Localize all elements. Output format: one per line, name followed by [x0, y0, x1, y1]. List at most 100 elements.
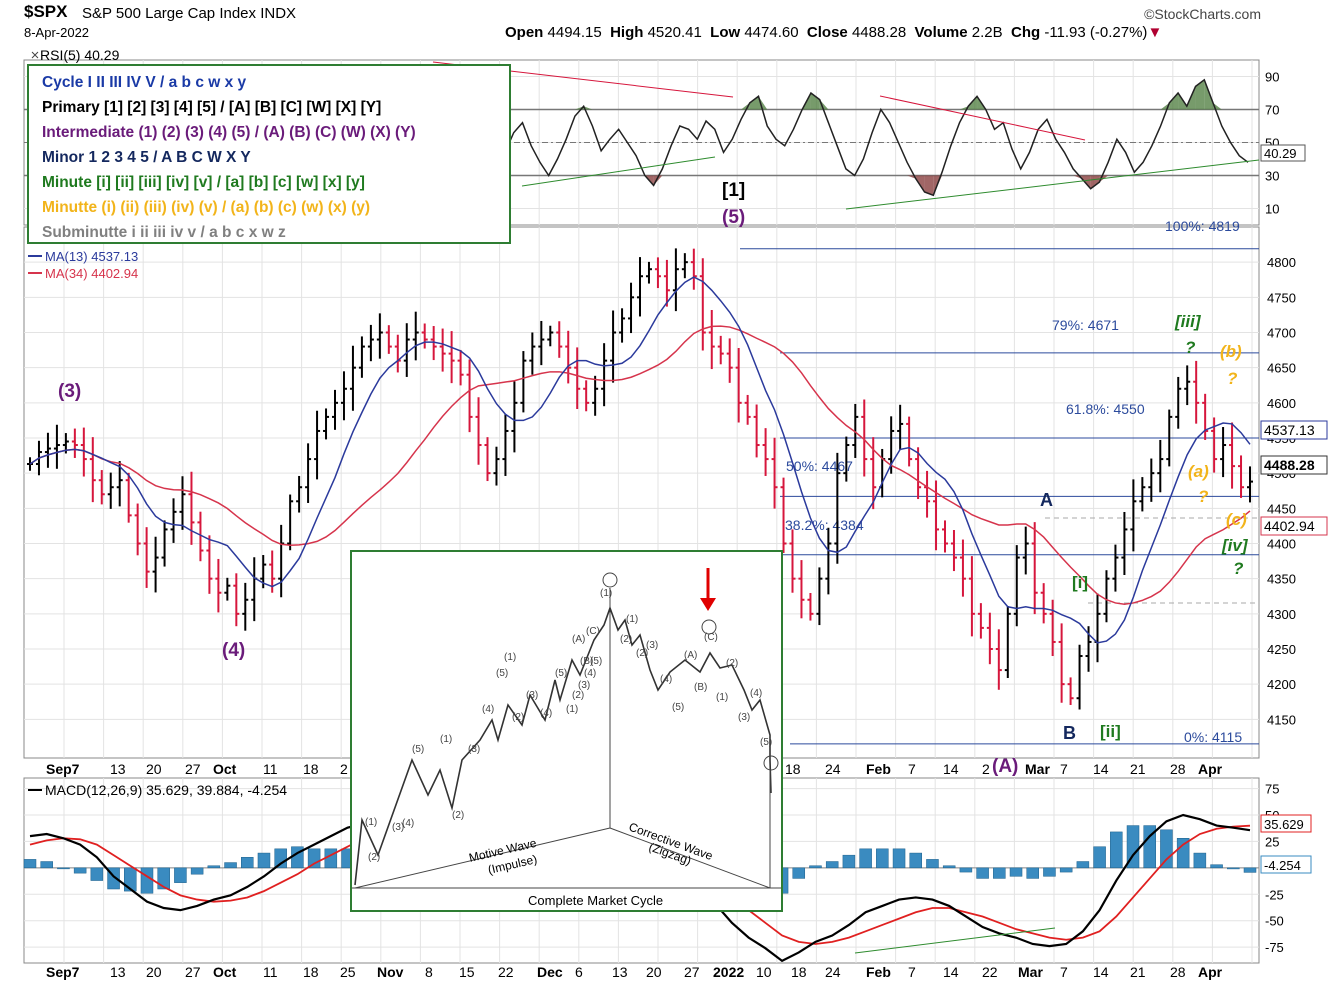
macd-histogram-bar	[809, 865, 822, 869]
price-bar	[367, 324, 374, 362]
macd-histogram-bar	[1110, 831, 1123, 869]
macd-x-tick-label: 21	[1130, 964, 1146, 980]
macd-x-tick-label: 24	[825, 964, 841, 980]
macd-histogram-bar	[124, 867, 137, 892]
rsi-tick-label: 70	[1265, 103, 1279, 118]
price-bar	[906, 416, 913, 467]
price-bar	[242, 582, 249, 631]
price-value-label: 4537.13	[1264, 422, 1315, 438]
price-bar	[897, 404, 904, 451]
legend-cycle: Cycle I II III IV V / a b c w x y	[42, 74, 247, 91]
price-bar	[1229, 422, 1236, 489]
price-bar	[197, 511, 204, 562]
price-bar	[601, 343, 608, 407]
price-bar	[583, 380, 590, 412]
macd-histogram-bar	[993, 867, 1006, 879]
macd-hist-value-label: -4.254	[1264, 858, 1301, 873]
price-bar	[520, 351, 527, 413]
wave-label: ?	[1233, 559, 1244, 578]
wave-label: A	[1040, 490, 1053, 510]
macd-x-tick-label: 28	[1170, 964, 1186, 980]
circled-b-icon	[701, 619, 717, 635]
macd-histogram-bar	[892, 848, 906, 869]
price-bar	[278, 524, 285, 598]
wave-label: (A)	[992, 756, 1018, 777]
macd-x-tick-label: 27	[185, 964, 201, 980]
wave-label: ?	[1227, 369, 1238, 388]
price-bar	[699, 258, 706, 351]
price-bar	[376, 313, 383, 359]
wave-degree-legend: Cycle I II III IV V / a b c w x y Primar…	[27, 64, 511, 244]
macd-x-tick-label: 18	[791, 964, 807, 980]
price-bar	[807, 593, 814, 621]
macd-x-tick-label: Dec	[537, 964, 563, 980]
price-value-box	[1260, 516, 1328, 536]
rsi-overbought-fill	[583, 106, 593, 110]
price-bar	[735, 347, 742, 423]
inset-wave-label: (2)	[726, 658, 738, 669]
price-bar	[834, 452, 841, 564]
price-bar	[1175, 376, 1182, 429]
price-bar	[340, 371, 347, 421]
fib-level-label: 0%: 4115	[1184, 729, 1242, 745]
price-bar	[1130, 479, 1137, 552]
price-bar	[672, 248, 679, 312]
rsi-oversold-fill	[907, 175, 916, 179]
price-bar	[1112, 544, 1119, 592]
macd-value-label: 35.629	[1264, 817, 1304, 832]
rsi-title: RSI(5) 40.29	[40, 47, 120, 63]
rsi-trendline-red	[879, 95, 1086, 141]
price-bar	[628, 282, 635, 334]
brand-label[interactable]: ©StockCharts.com	[1144, 6, 1261, 22]
macd-trendline-green	[854, 927, 1056, 954]
volume-value: 2.2B	[971, 24, 1003, 41]
price-x-tick-label: 7	[908, 761, 916, 777]
price-bar	[466, 359, 473, 433]
market-cycle-inset: (1)(2)(3)(4)(5)(1)(2)(3)(4)(5)(1)(2)(3)(…	[350, 550, 783, 912]
price-bar	[1166, 409, 1173, 467]
ma34-line	[29, 325, 1251, 605]
price-bar	[484, 437, 491, 482]
price-bar	[861, 399, 868, 477]
inset-wave-label: (4)	[750, 688, 762, 699]
close-label: Close	[806, 24, 848, 41]
macd-x-tick-label: 20	[146, 964, 162, 980]
inset-wave-label: (1)	[716, 692, 728, 703]
macd-value-box	[1260, 814, 1312, 833]
wave-label: (4)	[222, 640, 245, 661]
rsi-trendline-green	[845, 159, 1260, 210]
wave-label: (a)	[1188, 462, 1209, 481]
price-bar	[977, 603, 984, 639]
inset-wave-label: (4)	[402, 818, 414, 829]
rsi-tick-label: 90	[1265, 70, 1279, 85]
inset-wave-label: (1)	[626, 614, 638, 625]
price-bar	[610, 310, 617, 383]
price-bar	[762, 428, 769, 476]
price-bar	[1220, 427, 1227, 478]
price-bar	[1067, 677, 1074, 705]
legend-primary: Primary [1] [2] [3] [4] [5] / [A] [B] [C…	[42, 99, 382, 116]
price-tick-label: 4700	[1267, 325, 1296, 340]
price-bar	[439, 328, 446, 372]
rsi-tick-label: 30	[1265, 169, 1279, 184]
ma13-line	[29, 276, 1251, 644]
macd-histogram-bar	[23, 859, 37, 869]
price-bar	[323, 408, 330, 440]
price-value-box	[1260, 455, 1328, 475]
price-bar	[753, 404, 760, 458]
price-bar	[1193, 360, 1200, 424]
macd-histogram-bar	[825, 861, 839, 869]
circled-c-icon	[763, 755, 779, 771]
macd-histogram-bar	[1160, 829, 1173, 869]
macd-x-tick-label: Oct	[213, 964, 237, 980]
price-bar	[385, 325, 392, 354]
price-x-tick-label: 20	[146, 761, 162, 777]
fib-level-label: 79%: 4671	[1052, 317, 1119, 333]
price-bar	[690, 248, 697, 290]
macd-histogram-bar	[909, 852, 923, 869]
price-bar	[143, 527, 150, 588]
price-bar	[1031, 522, 1038, 615]
price-value-label: 4402.94	[1264, 518, 1315, 534]
inset-wave-label: (2)	[636, 648, 648, 659]
price-x-tick-label: 18	[785, 761, 801, 777]
